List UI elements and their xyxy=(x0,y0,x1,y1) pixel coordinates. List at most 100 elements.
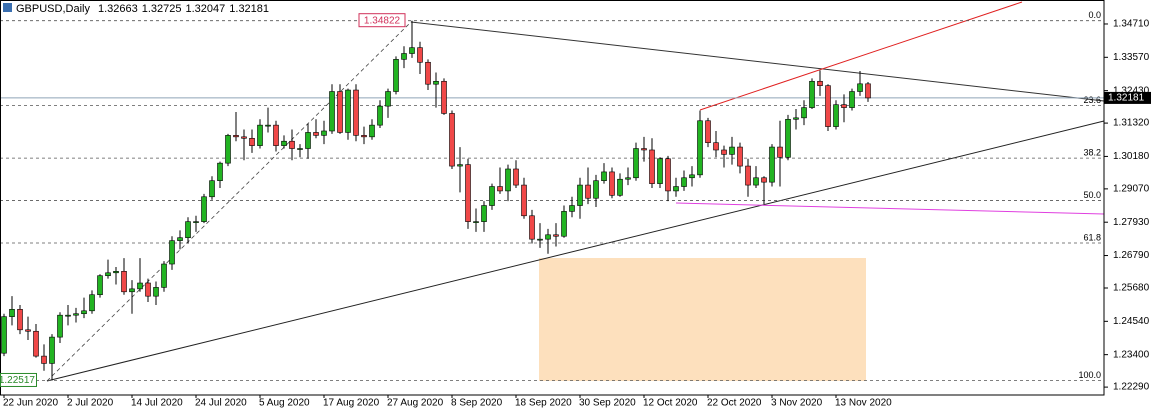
candle-body xyxy=(545,234,551,240)
x-tick-label: 12 Oct 2020 xyxy=(643,398,698,409)
y-tick-label: 1.31320 xyxy=(1113,118,1150,129)
candle-body xyxy=(657,158,663,184)
candle-body xyxy=(401,53,407,60)
candle-body xyxy=(73,313,79,316)
candle-body xyxy=(577,184,583,206)
candle-body xyxy=(857,83,863,92)
candle-body xyxy=(297,148,303,150)
candle-body xyxy=(273,124,279,146)
candle-body xyxy=(553,234,559,237)
high-marker-label: 1.34822 xyxy=(364,15,401,26)
candle-body xyxy=(505,168,511,192)
x-tick-label: 30 Sep 2020 xyxy=(579,398,636,409)
candle-body xyxy=(521,184,527,217)
plot-layer: 0.0 23.6 38.2 50.0 61.8 100.0 xyxy=(0,10,1104,381)
candle-body xyxy=(617,178,623,196)
candle-body xyxy=(9,309,15,317)
candle-body xyxy=(129,288,135,293)
candle-body xyxy=(513,168,519,186)
candle-body xyxy=(561,211,567,237)
candle-body xyxy=(265,124,271,127)
candle-body xyxy=(177,237,183,241)
candle-body xyxy=(257,124,263,146)
x-tick-label: 27 Aug 2020 xyxy=(387,398,444,409)
candle-body xyxy=(841,104,847,108)
candle-body xyxy=(737,146,743,167)
candle-body xyxy=(169,240,175,265)
candle-body xyxy=(153,287,159,297)
candle-body xyxy=(1,316,7,354)
low-marker-box xyxy=(0,372,37,387)
candle-body xyxy=(425,61,431,85)
candle-body xyxy=(217,162,223,181)
y-tick-label: 1.33570 xyxy=(1113,52,1150,63)
candle-body xyxy=(761,177,767,183)
candle-body xyxy=(249,137,255,146)
fibo-level-label: 61.8 xyxy=(1083,232,1101,242)
candle-body xyxy=(849,91,855,108)
candle-body xyxy=(785,118,791,158)
header: GBPUSD,Daily 1.32663 1.32725 1.32047 1.32181 xyxy=(16,3,269,15)
candle-body xyxy=(17,309,23,331)
x-tick-label: 24 Jul 2020 xyxy=(195,398,247,409)
candle-body xyxy=(385,91,391,107)
x-tick-label: 18 Sep 2020 xyxy=(515,398,572,409)
x-tick-label: 17 Aug 2020 xyxy=(323,398,380,409)
candle-body xyxy=(81,310,87,315)
candle-body xyxy=(121,271,127,293)
candle-body xyxy=(433,80,439,85)
candle-body xyxy=(65,314,71,317)
y-tick-label: 1.30180 xyxy=(1113,151,1150,162)
candle-body xyxy=(665,158,671,192)
candle-body xyxy=(457,164,463,167)
low-marker-label: 1.22517 xyxy=(0,375,35,386)
x-tick-label: 22 Jun 2020 xyxy=(3,398,58,409)
candle-body xyxy=(345,89,351,133)
candle-body xyxy=(865,83,871,99)
candle-body xyxy=(489,186,495,206)
candle-body xyxy=(593,180,599,199)
candle-body xyxy=(113,271,119,274)
candle-body xyxy=(625,177,631,180)
candle-body xyxy=(473,221,479,223)
y-tick-label: 1.25680 xyxy=(1113,283,1150,294)
candle-body xyxy=(409,47,415,54)
candle-body xyxy=(57,314,63,338)
candle-body xyxy=(481,205,487,222)
x-tick-label: 5 Aug 2020 xyxy=(259,398,310,409)
candle-body xyxy=(585,184,591,199)
candle-body xyxy=(105,272,111,277)
x-tick-label: 8 Sep 2020 xyxy=(451,398,503,409)
y-tick-label: 1.22290 xyxy=(1113,382,1150,393)
candle-body xyxy=(449,113,455,167)
candle-body xyxy=(793,117,799,120)
symbol-title: GBPUSD,Daily xyxy=(16,3,90,15)
candle-body xyxy=(161,263,167,288)
candle-body xyxy=(89,294,95,312)
candle-body xyxy=(209,180,215,198)
candle-body xyxy=(689,174,695,179)
candle-body xyxy=(225,135,231,164)
fibo-base-line xyxy=(46,21,412,382)
candle-body xyxy=(729,146,735,155)
candle-body xyxy=(97,275,103,296)
y-tick-label: 1.24540 xyxy=(1113,316,1150,327)
header-high: 1.32725 xyxy=(142,3,182,15)
candle-body xyxy=(329,91,335,132)
header-close: 1.32181 xyxy=(229,3,269,15)
candle-body xyxy=(705,120,711,143)
candle-body xyxy=(441,80,447,114)
candle-body xyxy=(41,355,47,364)
candle-body xyxy=(305,132,311,149)
candle-body xyxy=(361,135,367,138)
candle-body xyxy=(809,80,815,108)
candle-body xyxy=(201,196,207,222)
fibo-level-label: 38.2 xyxy=(1083,147,1101,157)
candle-body xyxy=(417,47,423,63)
candle-body xyxy=(529,215,535,240)
current-price-box xyxy=(1104,91,1151,104)
candle-body xyxy=(673,186,679,192)
header-low: 1.32047 xyxy=(186,3,226,15)
candle-body xyxy=(193,221,199,223)
x-tick-label: 3 Nov 2020 xyxy=(771,398,823,409)
